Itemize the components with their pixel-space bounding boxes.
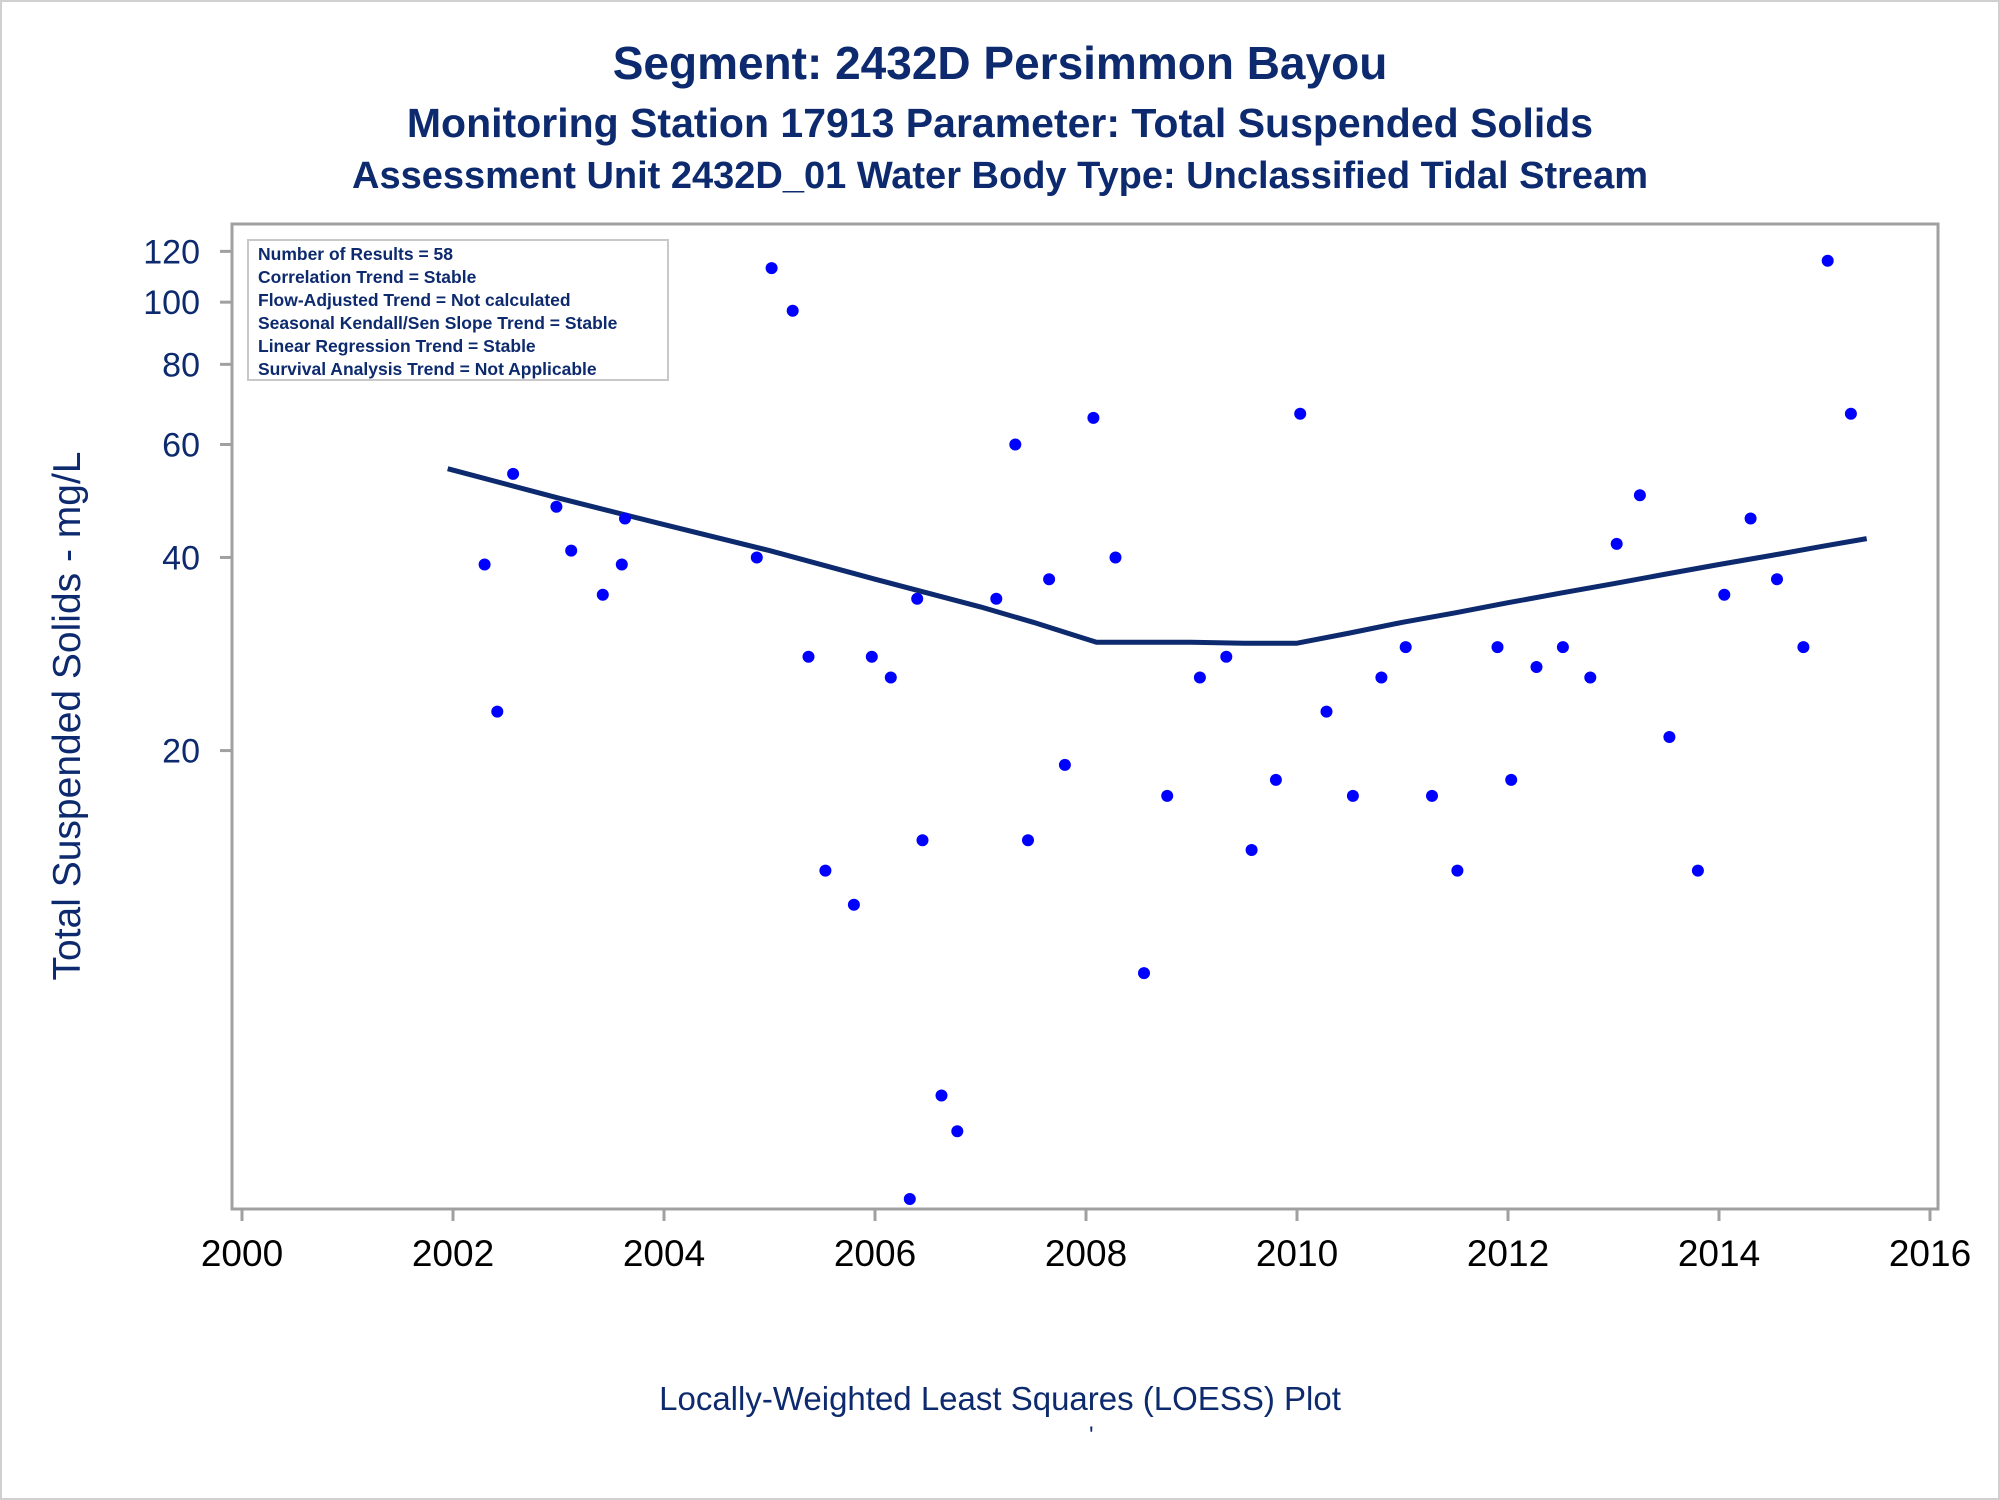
data-point — [491, 705, 504, 718]
x-axis: 2000 2002 2004 2006 2008 2010 2012 2014 2016 — [201, 1209, 1971, 1274]
data-point — [847, 898, 860, 911]
data-point — [1491, 641, 1504, 654]
y-tick-label: 40 — [162, 539, 200, 577]
chart-subtitle: Monitoring Station 17913 Parameter: Tota… — [406, 100, 1594, 146]
data-point — [1220, 650, 1233, 663]
x-tick-label: 2008 — [1045, 1233, 1127, 1274]
data-point — [1797, 641, 1810, 654]
data-point — [1193, 671, 1206, 684]
data-point — [903, 1193, 916, 1205]
data-point — [750, 551, 763, 564]
x-tick-label: 2006 — [834, 1233, 916, 1274]
data-point — [1505, 773, 1518, 786]
data-point — [1451, 864, 1464, 877]
data-point — [884, 671, 897, 684]
chart-title: Segment: 2432D Persimmon Bayou — [612, 37, 1388, 89]
data-point — [478, 558, 491, 571]
data-point — [1375, 671, 1388, 684]
x-tick-label: 2004 — [623, 1233, 705, 1274]
data-point — [1058, 758, 1071, 771]
data-point — [1744, 512, 1757, 525]
stats-box-line: Flow-Adjusted Trend = Not calculated — [258, 290, 571, 310]
y-tick-label: 60 — [162, 426, 200, 464]
data-point — [951, 1125, 964, 1138]
data-point — [1087, 411, 1100, 424]
data-point — [1138, 967, 1150, 980]
data-point — [1663, 731, 1676, 743]
data-point — [507, 467, 520, 480]
data-point — [1821, 254, 1834, 267]
data-point — [1610, 537, 1623, 550]
data-point — [1844, 407, 1857, 420]
data-point — [990, 592, 1003, 605]
data-point — [1320, 705, 1333, 718]
chart-footnote: Locally-Weighted Least Squares (LOESS) P… — [659, 1380, 1341, 1417]
y-tick-label: 20 — [162, 733, 200, 771]
data-point — [802, 650, 815, 663]
stats-box-line: Survival Analysis Trend = Not Applicable — [258, 359, 597, 379]
data-point — [1426, 789, 1438, 802]
data-point — [596, 588, 609, 601]
data-point — [1584, 671, 1597, 684]
data-point — [935, 1089, 948, 1102]
stats-box: Number of Results = 58 Correlation Trend … — [247, 239, 669, 381]
data-point — [916, 834, 929, 847]
x-tick-label: 2016 — [1889, 1233, 1971, 1274]
stats-box-frame — [247, 239, 669, 381]
x-tick-label: 2010 — [1256, 1233, 1338, 1274]
data-point — [1245, 844, 1258, 856]
data-point — [911, 592, 924, 605]
data-point — [1718, 588, 1731, 601]
stats-box-line: Correlation Trend = Stable — [258, 267, 477, 287]
data-point — [615, 558, 628, 571]
footnote-mark: ' — [1089, 1422, 1094, 1449]
data-point — [865, 650, 878, 663]
y-tick-label: 100 — [143, 284, 200, 322]
data-point — [1771, 573, 1783, 586]
data-point — [1399, 641, 1412, 654]
data-point — [1633, 489, 1646, 502]
loess-line — [447, 466, 1868, 646]
data-point — [1691, 864, 1704, 877]
data-point — [1022, 834, 1034, 847]
data-point — [1043, 573, 1056, 586]
data-point — [1109, 551, 1122, 564]
x-tick-label: 2012 — [1467, 1233, 1549, 1274]
data-points — [441, 254, 1857, 1205]
y-tick-label: 120 — [143, 233, 200, 271]
data-point — [765, 262, 778, 275]
stats-box-line: Number of Results = 58 — [258, 244, 453, 264]
chart-subtitle-2: Assessment Unit 2432D_01 Water Body Type… — [352, 155, 1648, 197]
data-point — [1269, 773, 1282, 786]
data-point — [819, 864, 832, 877]
y-tick-label: 80 — [162, 346, 200, 384]
data-point — [619, 512, 631, 525]
data-point — [1556, 641, 1569, 654]
data-point — [1530, 661, 1543, 673]
x-tick-label: 2000 — [201, 1233, 283, 1274]
data-point — [786, 304, 799, 317]
y-axis-label: Total Suspended Solids - mg/L — [46, 452, 89, 981]
stats-box-line: Seasonal Kendall/Sen Slope Trend = Stabl… — [258, 313, 618, 333]
x-tick-label: 2014 — [1678, 1233, 1760, 1274]
x-tick-label: 2002 — [412, 1233, 494, 1274]
stats-box-line: Linear Regression Trend = Stable — [258, 336, 536, 356]
data-point — [565, 544, 578, 557]
data-point — [1161, 789, 1174, 802]
data-point — [1346, 789, 1359, 802]
y-axis: 20 40 60 80 100 120 — [143, 233, 232, 771]
data-point — [1294, 407, 1307, 420]
data-point — [550, 500, 563, 513]
data-point — [1009, 438, 1022, 451]
